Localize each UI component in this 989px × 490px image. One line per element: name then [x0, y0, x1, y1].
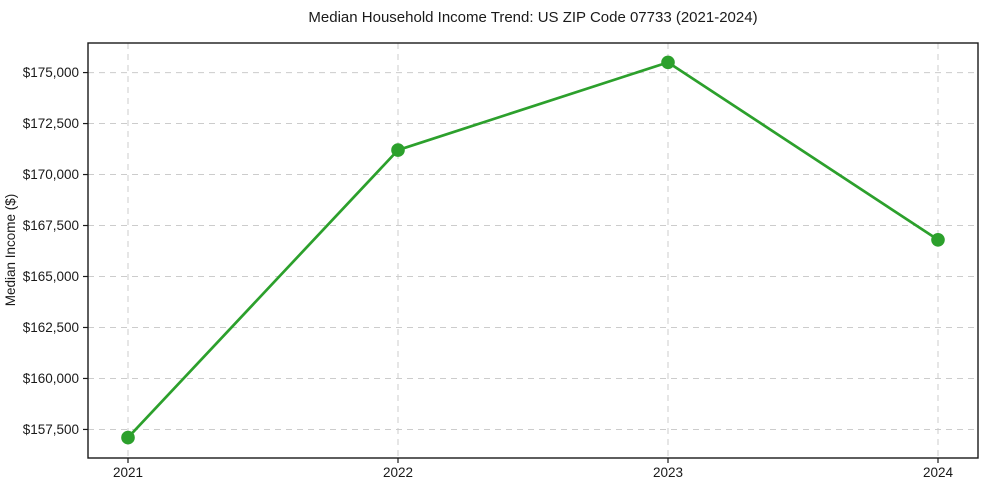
plot-layer: $157,500 $160,000 $162,500 $165,000 $167,500… — [23, 42, 979, 480]
plot-border — [87, 42, 979, 459]
x-tick-label: 2022 — [383, 465, 413, 480]
y-axis-label: Median Income ($) — [3, 194, 18, 307]
y-tick-label: $170,000 — [23, 167, 79, 182]
chart-title: Median Household Income Trend: US ZIP Co… — [308, 9, 757, 26]
y-tick-label: $160,000 — [23, 371, 79, 386]
y-tick-label: $165,000 — [23, 269, 79, 284]
data-point-2022 — [391, 143, 405, 157]
y-tick-label: $157,500 — [23, 422, 79, 437]
y-tick-label: $175,000 — [23, 65, 79, 80]
y-tick-label: $162,500 — [23, 320, 79, 335]
x-tick-label: 2024 — [923, 465, 954, 480]
y-tick-label: $167,500 — [23, 218, 79, 233]
y-tick-label: $172,500 — [23, 116, 79, 131]
x-tick-label: 2023 — [653, 465, 683, 480]
data-point-2024 — [931, 232, 945, 247]
trend-line — [126, 61, 940, 439]
x-tick-label: 2021 — [113, 465, 143, 480]
data-point-2021 — [121, 430, 135, 445]
data-point-2023 — [661, 55, 675, 70]
